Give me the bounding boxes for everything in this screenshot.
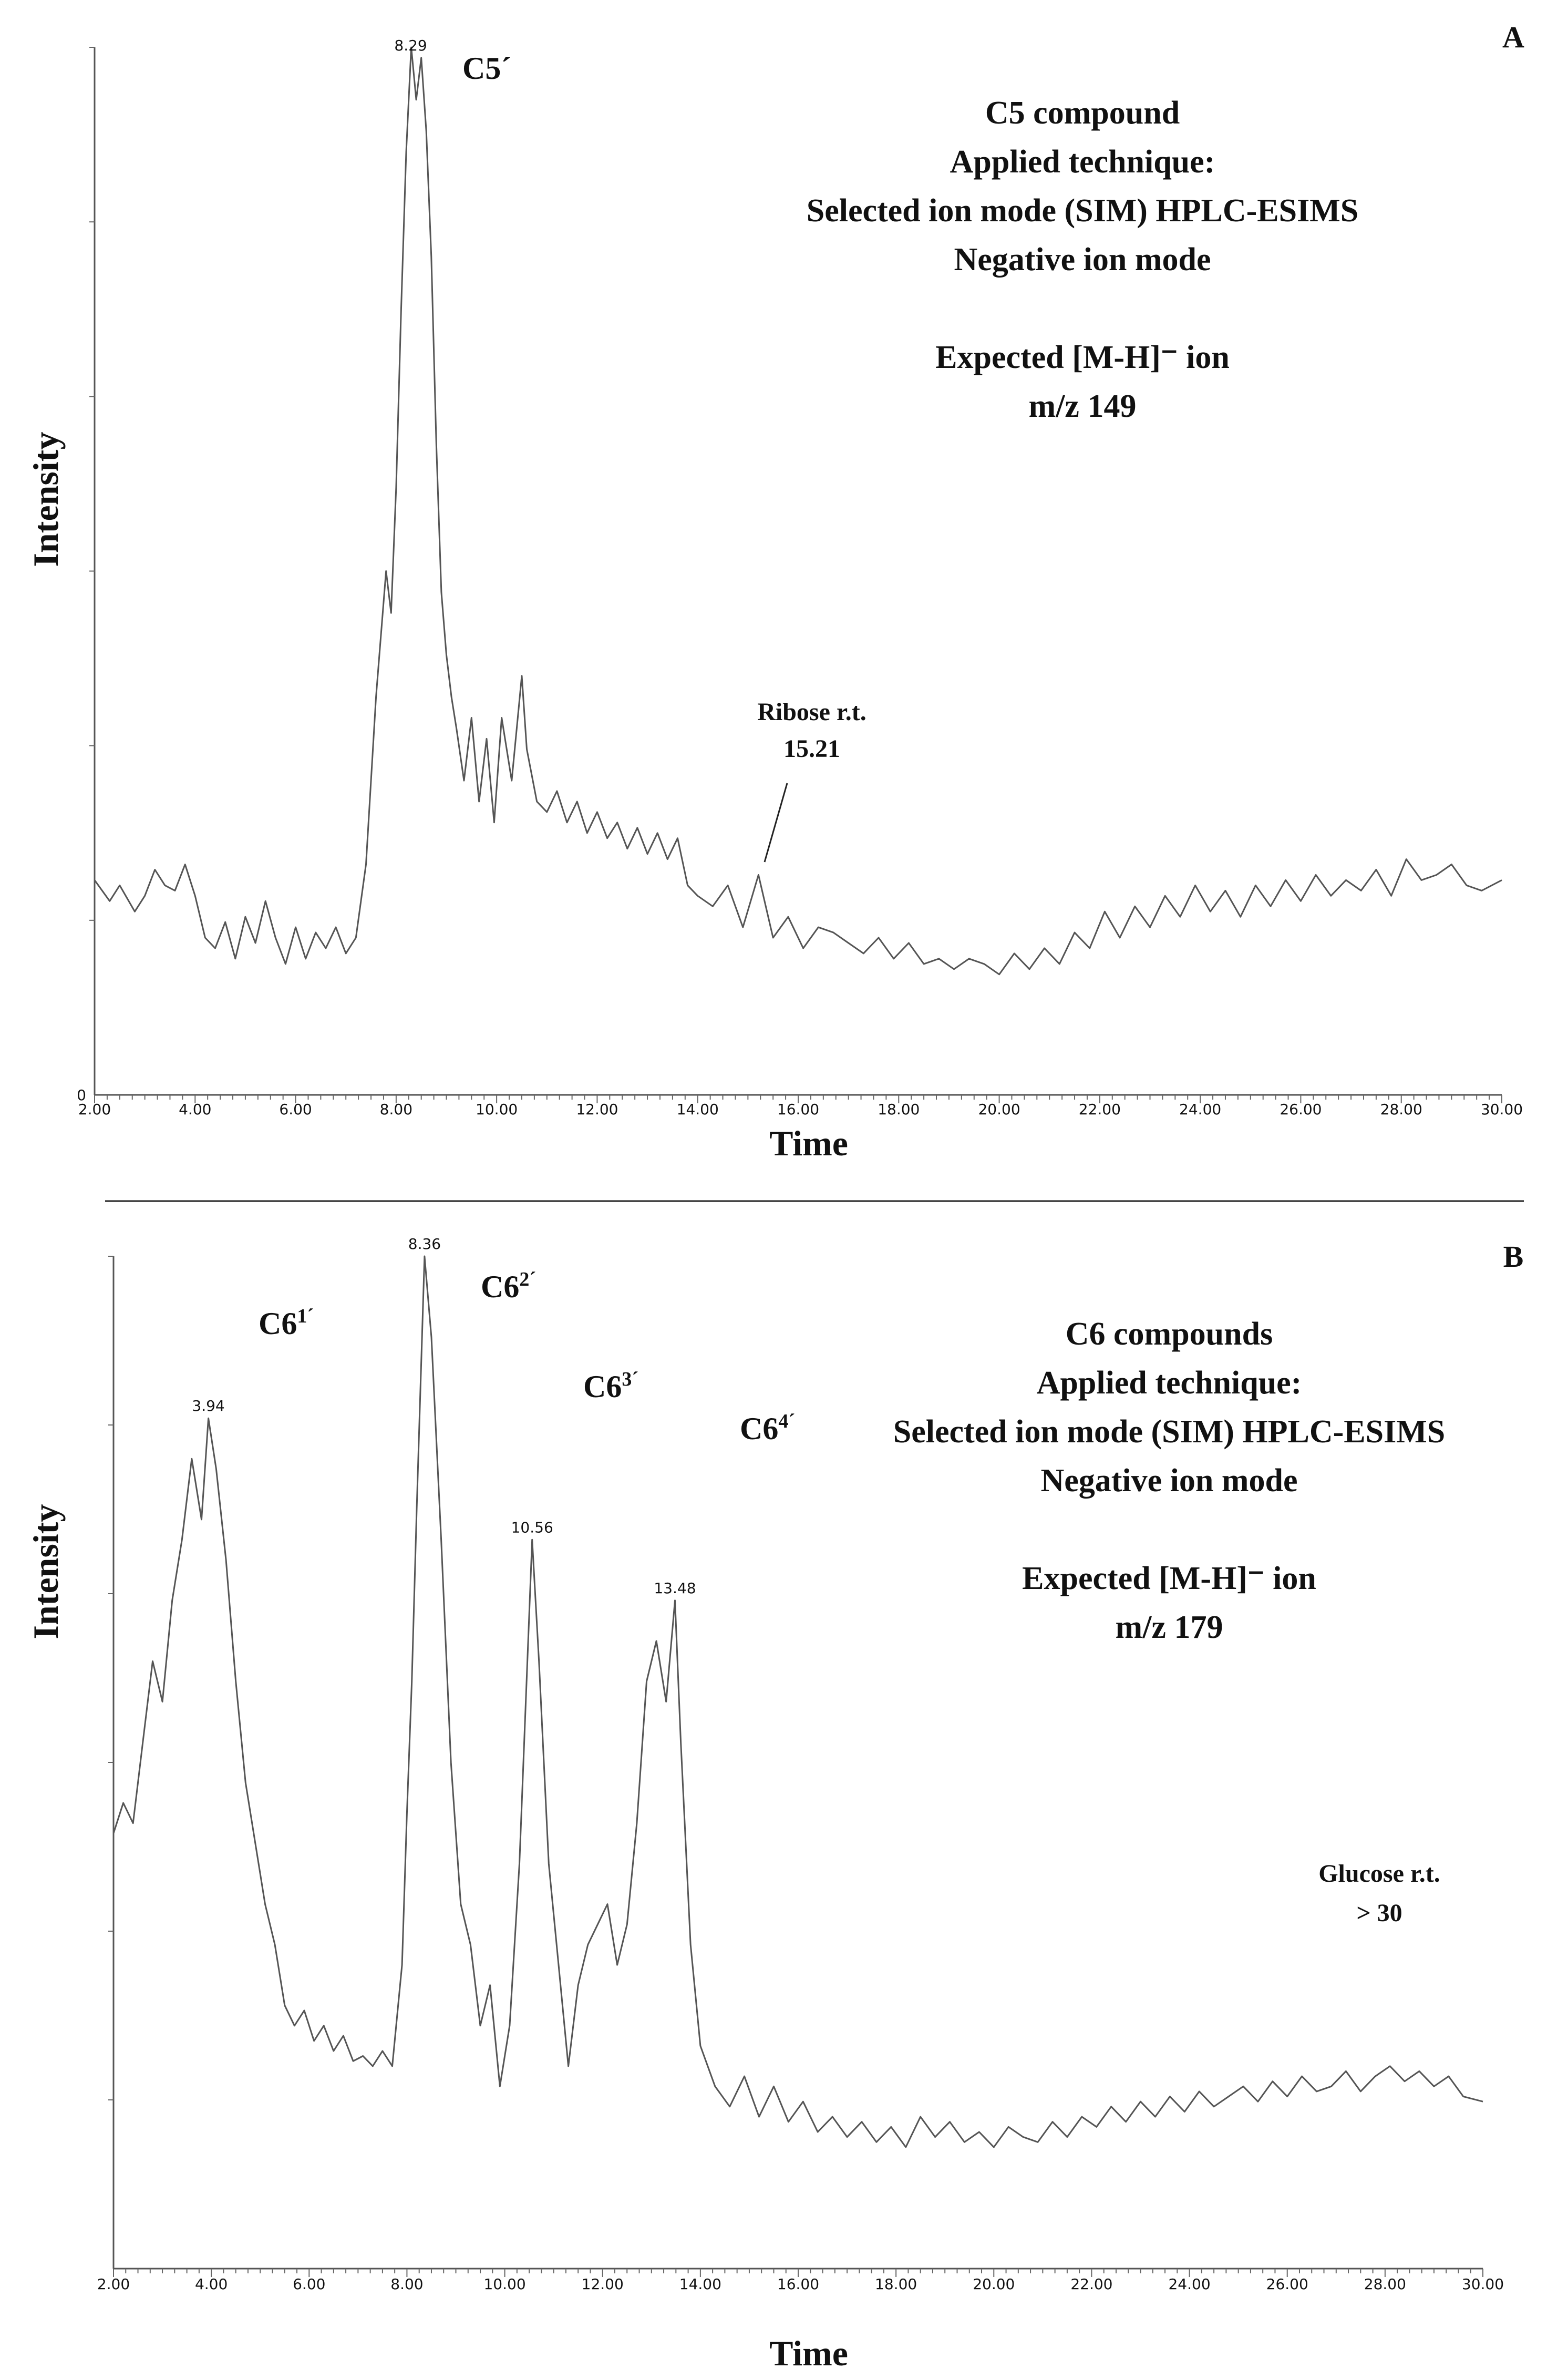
x-tick-label: 2.00 [78,1101,111,1118]
x-tick-label: 12.00 [582,2275,624,2293]
x-tick-label: 14.00 [679,2275,721,2293]
x-tick-label: 12.00 [576,1101,618,1118]
x-tick-label: 18.00 [878,1101,920,1118]
compound-label-base: C5 [462,51,501,86]
x-tick-label: 4.00 [179,1101,211,1118]
y-axis-title: Intensity [26,432,66,567]
compound-label-superscript: 1 [297,1305,307,1327]
x-tick-label: 20.00 [973,2275,1015,2293]
method-info-line: Negative ion mode [1040,1463,1297,1499]
panel-b: 2.00 4.00 6.00 8.00 10.00 12.00 14.00 16.00 18.0… [26,1235,1523,2373]
panel-letter: B [1503,1239,1524,1274]
method-info-line: m/z 179 [1116,1609,1223,1645]
compound-label-prime: ´ [788,1410,795,1432]
chromatogram-trace [112,1255,1483,2148]
x-tick-label: 18.00 [875,2275,917,2293]
method-info-line: Applied technique: [1037,1365,1302,1401]
method-info-line: Expected [M-H]⁻ ion [935,340,1230,375]
x-tick-label: 16.00 [777,1101,819,1118]
method-info-line: Selected ion mode (SIM) HPLC-ESIMS [807,193,1359,229]
peak-rt-label: 8.36 [408,1235,441,1253]
compound-label: C62´ [481,1268,536,1304]
compound-label: C61´ [259,1305,314,1341]
x-tick-label: 10.00 [483,2275,525,2293]
x-tick-label: 22.00 [1070,2275,1112,2293]
x-tick-label: 8.00 [380,1101,412,1118]
x-axis-title: Time [769,1123,848,1163]
method-info-line: Selected ion mode (SIM) HPLC-ESIMS [893,1414,1446,1450]
x-tick-label: 14.00 [677,1101,719,1118]
x-tick-label: 26.00 [1280,1101,1322,1118]
x-tick-label: 24.00 [1168,2275,1210,2293]
x-tick-label: 4.00 [195,2275,228,2293]
compound-label-base: C6 [481,1269,519,1304]
peak-rt-label: 3.94 [192,1397,224,1414]
x-tick-label: 30.00 [1462,2275,1504,2293]
x-tick-label: 30.00 [1481,1101,1523,1118]
x-tick-label: 24.00 [1179,1101,1221,1118]
compound-label-prime: ´ [307,1305,314,1327]
x-tick-label: 20.00 [978,1101,1020,1118]
compound-label-base: C6 [583,1369,622,1404]
x-axis-title: Time [769,2333,848,2373]
compound-label: C64´ [740,1410,795,1446]
compound-label-base: C6 [259,1306,297,1341]
y-axis-title: Intensity [26,1504,66,1639]
reference-pointer-line [764,783,788,863]
method-info-line: Applied technique: [950,144,1215,180]
y-tick-label: 0 [77,1086,86,1104]
x-tick-label: 6.00 [293,2275,325,2293]
compound-label: C63´ [583,1368,638,1404]
reference-annotation-title: Ribose r.t. [757,698,866,726]
compound-label-prime: ´ [501,51,511,86]
reference-annotation-value: 15.21 [783,735,840,763]
peak-rt-label: 10.56 [511,1519,553,1536]
x-tick-label: 28.00 [1380,1101,1422,1118]
method-info-line: Expected [M-H]⁻ ion [1022,1561,1316,1596]
x-tick-label: 6.00 [279,1101,312,1118]
peak-rt-label: 13.48 [654,1580,696,1597]
compound-label-superscript: 3 [622,1368,632,1390]
panel-letter: A [1502,20,1524,54]
method-info-line: Negative ion mode [954,242,1211,278]
compound-label-prime: ´ [632,1368,638,1390]
x-tick-label: 22.00 [1079,1101,1121,1118]
panel-a: 02.00 4.00 6.00 8.00 10.00 12.00 14.00 16.00 18.… [26,20,1524,1163]
compound-label-superscript: 2 [519,1268,529,1290]
peak-rt-label: 8.29 [394,37,427,54]
method-info-line: C5 compound [985,95,1180,131]
x-tick-label: 26.00 [1266,2275,1308,2293]
reference-annotation-title: Glucose r.t. [1318,1860,1440,1888]
compound-label-base: C6 [740,1411,778,1446]
x-tick-label: 10.00 [476,1101,518,1118]
chromatogram-trace [94,46,1502,976]
compound-label-prime: ´ [529,1268,536,1290]
compound-label: C5´ [462,51,511,86]
x-tick-label: 28.00 [1364,2275,1406,2293]
compound-label-superscript: 4 [778,1410,788,1432]
method-info-line: m/z 149 [1029,388,1137,424]
x-tick-label: 8.00 [390,2275,423,2293]
x-tick-label: 16.00 [777,2275,819,2293]
x-tick-label: 2.00 [97,2275,130,2293]
reference-annotation-value: > 30 [1356,1899,1402,1927]
method-info-line: C6 compounds [1066,1316,1273,1352]
